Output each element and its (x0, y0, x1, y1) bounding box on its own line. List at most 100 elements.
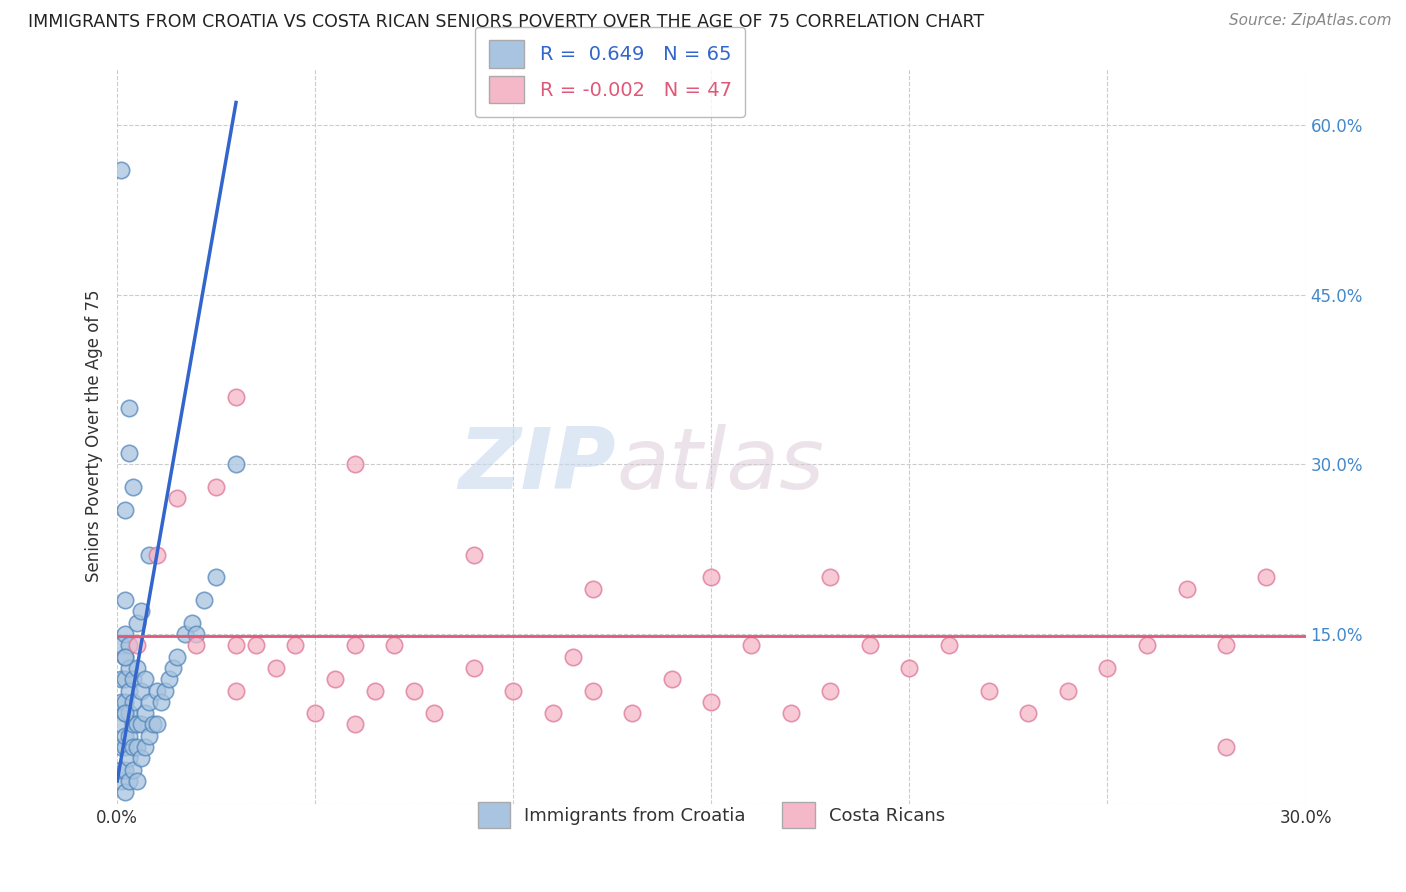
Point (114, 729, 136, 743)
Point (661, 672, 683, 686)
Point (1056, 683, 1078, 698)
Point (114, 672, 136, 686)
Y-axis label: Seniors Poverty Over the Age of 75: Seniors Poverty Over the Age of 75 (86, 290, 103, 582)
Point (225, 683, 247, 698)
Point (859, 638, 882, 652)
Point (1215, 638, 1237, 652)
Point (898, 661, 921, 675)
Point (138, 729, 160, 743)
Point (134, 672, 156, 686)
Point (225, 458, 247, 472)
Point (157, 672, 180, 686)
Point (186, 638, 208, 652)
Point (114, 706, 136, 721)
Point (977, 683, 1000, 698)
Point (162, 661, 184, 675)
Point (122, 672, 145, 686)
Point (264, 661, 287, 675)
Point (125, 717, 148, 731)
Point (1175, 582, 1198, 596)
Point (114, 649, 136, 664)
Point (114, 695, 136, 709)
Point (581, 683, 603, 698)
Point (125, 661, 148, 675)
Point (205, 570, 228, 584)
Point (146, 548, 169, 562)
Point (304, 706, 326, 721)
Point (118, 446, 141, 460)
Point (129, 604, 152, 618)
Point (142, 717, 165, 731)
Point (129, 717, 152, 731)
Point (1215, 740, 1237, 755)
Point (114, 740, 136, 755)
Point (502, 683, 524, 698)
Point (138, 548, 160, 562)
Point (700, 695, 723, 709)
Point (118, 638, 141, 652)
Point (114, 627, 136, 641)
Point (129, 683, 152, 698)
Point (129, 751, 152, 765)
Point (284, 638, 307, 652)
Point (118, 774, 141, 789)
Point (166, 491, 188, 506)
Point (581, 582, 603, 596)
Point (938, 638, 960, 652)
Point (818, 683, 841, 698)
Point (363, 683, 385, 698)
Point (225, 390, 247, 404)
Point (323, 672, 346, 686)
Point (173, 627, 195, 641)
Point (122, 480, 145, 494)
Text: atlas: atlas (616, 424, 824, 507)
Point (118, 729, 141, 743)
Point (343, 638, 366, 652)
Point (114, 763, 136, 777)
Point (134, 740, 156, 755)
Point (125, 615, 148, 630)
Point (114, 706, 136, 721)
Point (153, 683, 176, 698)
Point (149, 695, 172, 709)
Text: ZIP: ZIP (458, 424, 616, 507)
Point (110, 672, 132, 686)
Point (134, 706, 156, 721)
Point (122, 695, 145, 709)
Point (122, 763, 145, 777)
Point (343, 717, 366, 731)
Point (225, 638, 247, 652)
Point (110, 717, 132, 731)
Point (186, 627, 208, 641)
Legend: Immigrants from Croatia, Costa Ricans: Immigrants from Croatia, Costa Ricans (471, 795, 952, 835)
Point (740, 638, 762, 652)
Point (343, 458, 366, 472)
Point (114, 785, 136, 799)
Point (114, 502, 136, 516)
Point (146, 717, 169, 731)
Point (110, 638, 132, 652)
Point (463, 661, 485, 675)
Point (818, 570, 841, 584)
Point (110, 774, 132, 789)
Point (700, 570, 723, 584)
Point (122, 717, 145, 731)
Text: Source: ZipAtlas.com: Source: ZipAtlas.com (1229, 13, 1392, 29)
Point (110, 695, 132, 709)
Point (193, 593, 215, 607)
Point (118, 683, 141, 698)
Point (114, 593, 136, 607)
Point (541, 706, 564, 721)
Point (114, 649, 136, 664)
Point (384, 638, 406, 652)
Point (205, 480, 228, 494)
Point (138, 695, 160, 709)
Point (125, 638, 148, 652)
Point (118, 661, 141, 675)
Point (1254, 570, 1277, 584)
Point (561, 649, 583, 664)
Point (146, 683, 169, 698)
Point (166, 649, 188, 664)
Point (118, 401, 141, 415)
Point (118, 751, 141, 765)
